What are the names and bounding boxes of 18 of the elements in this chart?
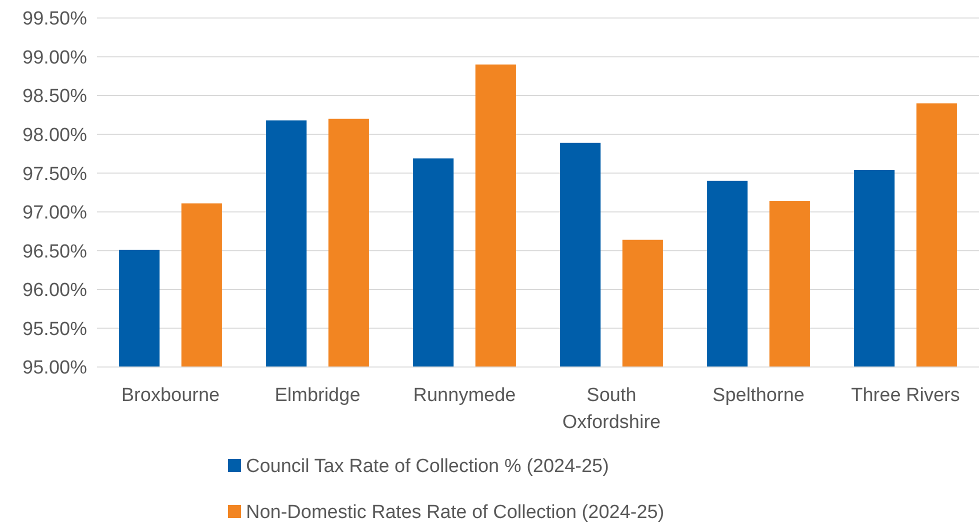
y-tick-label: 98.50%	[22, 86, 88, 108]
x-tick-label: Spelthorne	[712, 385, 804, 406]
y-tick-label: 98.00%	[22, 124, 88, 146]
y-tick-label: 99.50%	[22, 8, 88, 30]
y-tick-label: 95.00%	[22, 358, 88, 379]
y-tick-label: 97.50%	[22, 164, 88, 185]
y-tick-label: 96.50%	[22, 241, 88, 262]
x-tick-label: Broxbourne	[121, 385, 220, 406]
y-tick-label: 97.00%	[22, 202, 88, 224]
x-tick-label: Runnymede	[413, 385, 516, 406]
y-tick-label: 96.00%	[22, 280, 88, 302]
legend-label: Non-Domestic Rates Rate of Collection (2024-25)	[246, 502, 664, 523]
x-tick-label: Elmbridge	[274, 385, 360, 406]
y-tick-label: 99.00%	[22, 47, 88, 68]
x-tick-label: South Oxfordshire	[562, 385, 661, 433]
y-tick-label: 95.50%	[22, 318, 88, 340]
x-tick-label: Three Rivers	[851, 385, 960, 406]
legend-label: Council Tax Rate of Collection % (2024-25)	[246, 456, 609, 477]
